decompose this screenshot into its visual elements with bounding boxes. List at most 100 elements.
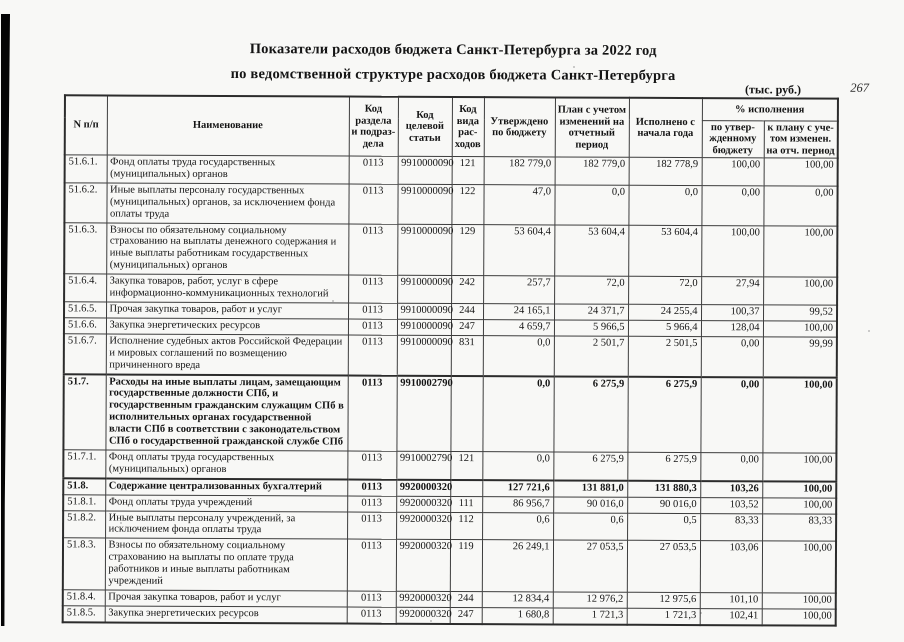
cell-plan-adjusted: 6 275,9	[553, 375, 628, 453]
scan-speckle	[332, 300, 334, 302]
cell-executed: 5 966,4	[627, 320, 702, 337]
cell-section-code: 0113	[348, 303, 398, 320]
cell-approved: 0,0	[482, 375, 554, 452]
cell-name: Исполнение судебных актов Российской Фед…	[105, 333, 348, 376]
cell-approved: 4 659,7	[482, 319, 555, 336]
cell-plan-adjusted: 131 881,0	[553, 480, 628, 497]
col-header-approved: Утверждено по бюджету	[483, 97, 555, 157]
cell-section-code: 0113	[346, 539, 397, 592]
cell-plan-adjusted: 0,0	[554, 184, 629, 225]
cell-row-number: 51.6.4.	[64, 273, 107, 302]
cell-target-code: 9910000090	[396, 319, 453, 336]
cell-approved: 0,0	[482, 451, 554, 481]
col-header-target-code: Код целевой статьи	[397, 96, 452, 157]
cell-target-code: 9920000320	[396, 495, 452, 513]
col-header-type-code: Код вида рас-ходов	[451, 96, 484, 157]
cell-pct-to-approved: 128,04	[700, 320, 763, 337]
cell-target-code: 9910000090	[397, 303, 453, 320]
cell-plan-adjusted: 53 604,4	[554, 224, 629, 277]
cell-section-code: 0113	[348, 183, 398, 224]
cell-row-number: 51.8.2.	[63, 510, 106, 539]
cell-pct-to-approved: 0,00	[700, 336, 763, 377]
scan-speckle	[700, 612, 702, 614]
cell-executed: 182 778,9	[628, 157, 702, 186]
cell-target-code: 9910000090	[397, 184, 454, 225]
cell-plan-adjusted: 72,0	[554, 276, 629, 305]
cell-name: Взносы по обязательному социальному стра…	[104, 538, 348, 592]
cell-type-code: 244	[449, 591, 482, 608]
cell-plan-adjusted: 90 016,0	[553, 496, 628, 513]
cell-pct-to-plan: 100,00	[762, 481, 837, 498]
cell-pct-to-approved: 100,00	[701, 157, 764, 186]
cell-name: Иные выплаты персоналу учреждений, за ис…	[105, 510, 348, 540]
budget-table: N п/п Наименование Код раздела и подраз-…	[61, 94, 839, 627]
cell-executed: 1 721,3	[626, 608, 700, 625]
cell-executed: 0,5	[627, 512, 701, 541]
cell-section-code: 0113	[348, 275, 398, 304]
cell-name: Закупка товаров, работ, услуг в сфере ин…	[106, 274, 349, 304]
cell-section-code: 0113	[347, 495, 397, 512]
cell-executed: 2 501,5	[627, 336, 701, 377]
col-header-num: N п/п	[64, 95, 107, 155]
cell-type-code: 112	[450, 512, 483, 541]
scan-speckle	[430, 620, 432, 622]
cell-pct-to-plan: 100,00	[761, 608, 836, 626]
cell-row-number: 51.6.5.	[64, 301, 107, 318]
cell-type-code	[450, 479, 483, 497]
cell-target-code: 9910000090	[397, 275, 453, 304]
cell-pct-to-plan: 0,00	[763, 185, 838, 226]
cell-executed: 27 053,5	[626, 540, 701, 593]
cell-section-code: 0113	[347, 479, 397, 496]
cell-pct-to-approved: 103,26	[700, 480, 763, 498]
cell-pct-to-approved: 27,94	[701, 276, 764, 305]
table-row: 51.6.1. Фонд оплаты труда государственны…	[64, 154, 838, 186]
cell-pct-to-plan: 100,00	[762, 497, 837, 514]
cell-target-code: 9910002790	[396, 451, 452, 480]
cell-target-code: 9920000320	[396, 479, 452, 497]
table-row: 51.7. Расходы на иные выплаты лицам, зам…	[63, 373, 837, 454]
cell-name: Фонд оплаты труда государственных (муниц…	[105, 449, 348, 480]
cell-target-code: 9920000320	[396, 511, 452, 540]
cell-approved: 127 721,6	[482, 479, 554, 497]
cell-type-code: 122	[451, 184, 484, 225]
cell-type-code: 111	[450, 496, 483, 513]
cell-row-number: 51.6.7.	[63, 333, 106, 374]
cell-pct-to-approved: 83,33	[700, 513, 763, 542]
cell-type-code: 242	[451, 275, 484, 304]
cell-pct-to-plan: 100,00	[761, 541, 837, 594]
cell-type-code: 247	[449, 607, 482, 624]
cell-executed: 131 880,3	[627, 480, 701, 498]
cell-pct-to-approved: 100,37	[701, 304, 764, 321]
cell-row-number: 51.6.1.	[64, 154, 107, 183]
cell-section-code: 0113	[347, 375, 397, 452]
cell-type-code: 121	[451, 156, 484, 185]
table-row: 51.6.4. Закупка товаров, работ, услуг в …	[64, 273, 838, 306]
cell-pct-to-approved: 0,00	[700, 452, 763, 482]
budget-table-body: 51.6.1. Фонд оплаты труда государственны…	[62, 154, 838, 626]
cell-name: Фонд оплаты труда учреждений	[105, 494, 348, 512]
cell-target-code: 9920000320	[395, 591, 452, 608]
cell-executed: 72,0	[628, 276, 702, 305]
cell-row-number: 51.8.	[63, 478, 106, 495]
cell-name: Закупка энергетических ресурсов	[105, 317, 349, 335]
cell-type-code	[450, 375, 483, 452]
cell-executed: 6 275,9	[627, 452, 701, 481]
cell-approved: 0,0	[482, 335, 554, 376]
cell-approved: 26 249,1	[481, 540, 554, 592]
cell-section-code: 0113	[347, 334, 397, 376]
cell-type-code: 129	[451, 224, 484, 276]
cell-target-code: 9910002790	[396, 375, 453, 452]
col-header-plan-adjusted: План с учетом изменений на отчетный пери…	[554, 97, 629, 158]
cell-target-code: 9920000320	[395, 539, 452, 592]
cell-name: Прочая закупка товаров, работ и услуг	[104, 589, 347, 607]
table-row: 51.6.3. Взносы по обязательному социальн…	[64, 222, 838, 278]
cell-name: Содержание централизованных бухгалтерий	[105, 478, 348, 496]
col-header-section-code: Код раздела и подраз-дела	[348, 96, 398, 157]
cell-name: Закупка энергетических ресурсов	[104, 605, 347, 624]
cell-approved: 1 680,8	[481, 607, 553, 625]
cell-pct-to-plan: 99,52	[762, 304, 838, 322]
cell-pct-to-approved: 0,00	[700, 376, 763, 453]
cell-approved: 0,6	[482, 512, 554, 541]
units-note: (тыс. руб.)	[745, 82, 802, 97]
